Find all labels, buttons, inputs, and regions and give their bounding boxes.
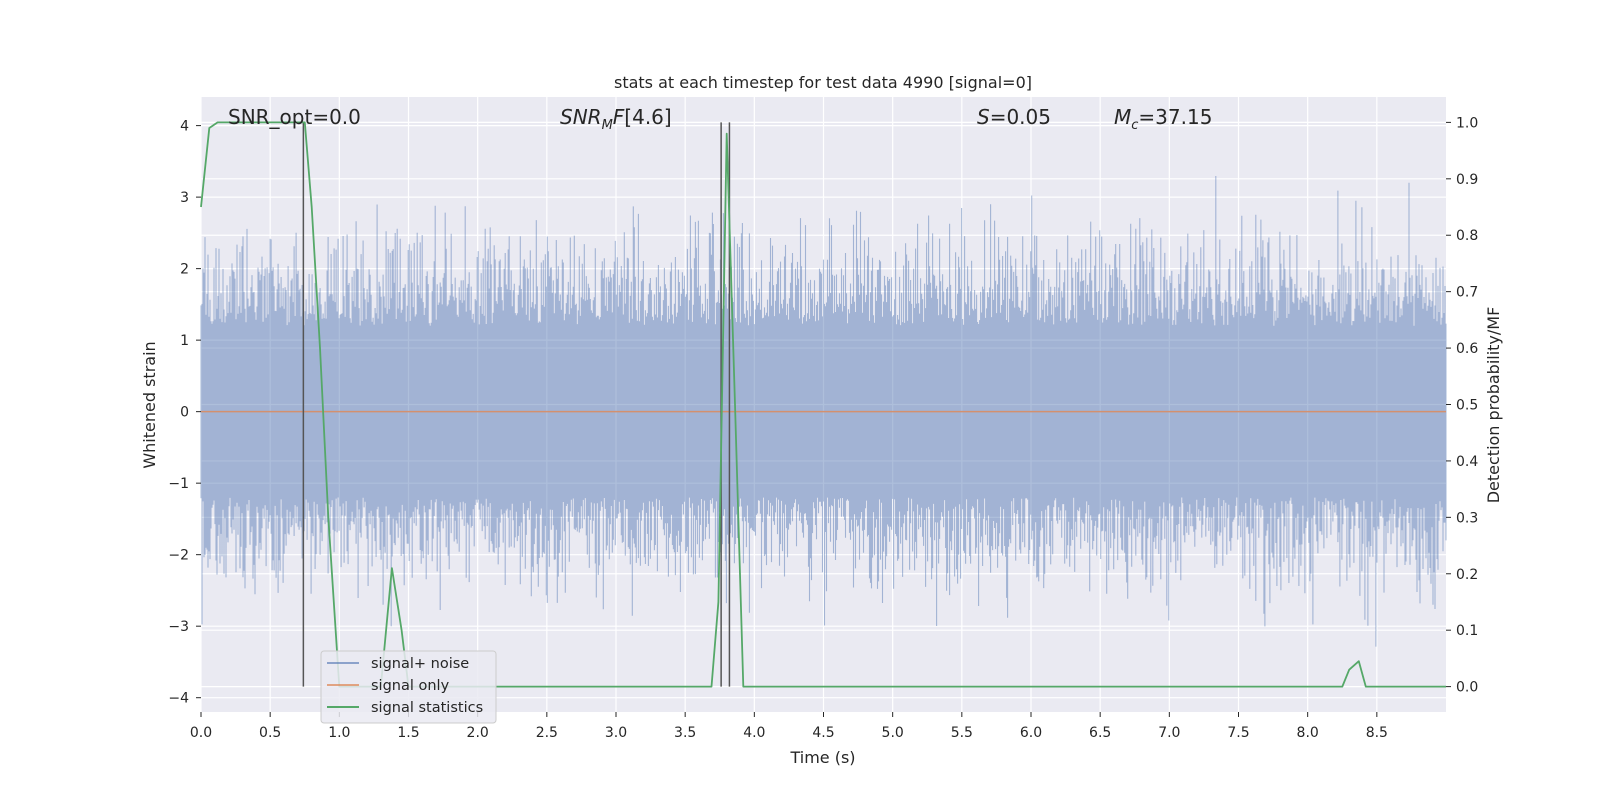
x-tick-label-11: 5.5 [951,725,973,741]
legend-label-signal: signal only [371,678,450,694]
grid [200,97,1446,712]
x-tick-label-3: 1.5 [397,725,419,741]
y-tick-label-0: 4 [180,119,189,135]
noise-trace [200,176,1447,647]
x-tick-label-4: 2.0 [467,725,489,741]
x-tick-label-17: 8.5 [1366,725,1388,741]
legend: signal+ noise signal only signal statist… [320,650,497,724]
x-tick-label-13: 6.5 [1089,725,1111,741]
y2-tick-label-4: 0.6 [1456,341,1478,357]
y-tick-label-4: 0 [180,405,189,421]
legend-label-noise: signal+ noise [371,656,469,672]
x-tick-label-7: 3.5 [674,725,696,741]
y2-tick-label-0: 1.0 [1456,115,1478,131]
y-axis-label: Whitened strain [140,341,159,468]
x-tick-label-2: 1.0 [328,725,350,741]
x-tick-label-9: 4.5 [812,725,834,741]
noise-band [200,176,1447,647]
y2-tick-label-1: 0.9 [1456,172,1478,188]
x-tick-label-10: 5.0 [882,725,904,741]
x-axis-label: Time (s) [789,748,855,767]
y-tick-label-2: 2 [180,262,189,278]
y-tick-label-8: −4 [168,691,189,707]
y2-tick-label-2: 0.8 [1456,228,1478,244]
y-tick-label-3: 1 [180,333,189,349]
y2-tick-label-8: 0.2 [1456,567,1478,583]
stats-trace [200,121,1446,688]
x-tick-label-15: 7.5 [1227,725,1249,741]
annotation-s-value: =0.05 [990,105,1051,129]
y-tick-label-1: 3 [180,190,189,206]
x-tick-label-0: 0.0 [190,725,212,741]
annotation-snr-mf-value: [4.6] [624,105,671,129]
annotation-mc-value: =37.15 [1138,105,1212,129]
ticks: 0.0 0.5 1.0 1.5 2.0 2.5 3.0 3.5 4.0 4.5 5.0 5.5 6.0 6… [168,115,1478,741]
y-tick-label-7: −3 [168,619,189,635]
y-tick-label-5: −1 [168,476,189,492]
y2-tick-label-9: 0.1 [1456,623,1478,639]
annotation-mc: Mc=37.15 [1114,105,1212,133]
chart-title: stats at each timestep for test data 499… [614,73,1032,92]
annotation-s: S=0.05 [977,105,1051,129]
x-tick-label-5: 2.5 [536,725,558,741]
annotation-snr-mf: SNRMF[4.6] [560,105,672,133]
y2-tick-label-6: 0.4 [1456,454,1478,470]
x-tick-label-14: 7.0 [1158,725,1180,741]
x-tick-label-1: 0.5 [259,725,281,741]
y2-tick-label-7: 0.3 [1456,510,1478,526]
x-tick-label-8: 4.0 [743,725,765,741]
legend-label-stats: signal statistics [371,700,483,716]
y2-tick-label-3: 0.7 [1456,285,1478,301]
y2-tick-label-5: 0.5 [1456,398,1478,414]
y2-tick-label-10: 0.0 [1456,680,1478,696]
y-tick-label-6: −2 [168,548,189,564]
x-tick-label-16: 8.0 [1297,725,1319,741]
y2-axis-label: Detection probability/MF [1484,307,1503,504]
x-tick-label-12: 6.0 [1020,725,1042,741]
annotation-snr-opt: SNR_opt=0.0 [228,105,361,129]
x-tick-label-6: 3.0 [605,725,627,741]
legend-box [320,650,497,724]
stats-line [200,121,1446,688]
